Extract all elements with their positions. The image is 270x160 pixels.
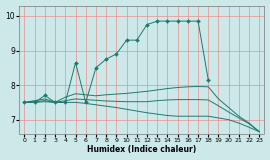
X-axis label: Humidex (Indice chaleur): Humidex (Indice chaleur) [87,145,197,154]
